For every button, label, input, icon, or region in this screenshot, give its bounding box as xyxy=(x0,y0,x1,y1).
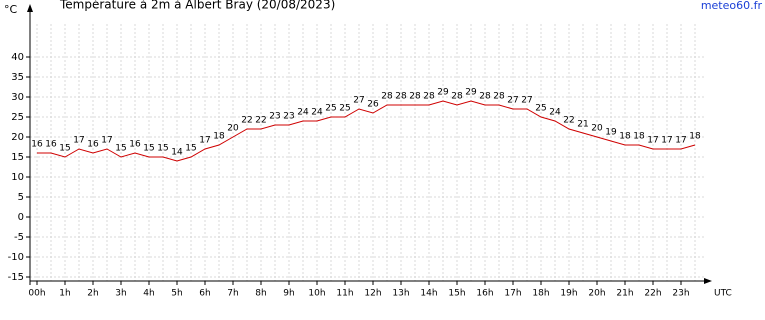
value-label: 27 xyxy=(507,96,518,106)
value-label: 28 xyxy=(423,92,435,102)
value-label: 15 xyxy=(143,144,154,154)
x-tick-label: 16h xyxy=(476,289,493,299)
value-label: 28 xyxy=(409,92,421,102)
value-label: 21 xyxy=(577,120,588,130)
x-axis-label: UTC xyxy=(714,289,732,299)
y-tick-label: 35 xyxy=(11,72,24,83)
x-tick-label: 22h xyxy=(644,289,661,299)
y-tick-label: 5 xyxy=(18,192,24,203)
value-label: 17 xyxy=(647,136,658,146)
value-label: 27 xyxy=(353,96,364,106)
x-tick-label: 19h xyxy=(560,289,577,299)
y-tick-label: 10 xyxy=(11,172,24,183)
y-tick-label: -15 xyxy=(8,272,24,283)
x-tick-label: 00h xyxy=(28,289,45,299)
x-tick-label: 17h xyxy=(504,289,521,299)
value-label: 28 xyxy=(395,92,407,102)
y-tick-label: 30 xyxy=(11,92,24,103)
value-label: 19 xyxy=(605,128,617,138)
value-label: 17 xyxy=(675,136,686,146)
value-label: 15 xyxy=(185,144,196,154)
x-tick-label: 3h xyxy=(115,289,126,299)
value-label: 28 xyxy=(381,92,393,102)
value-label: 24 xyxy=(549,108,561,118)
value-label: 17 xyxy=(73,136,84,146)
value-label: 18 xyxy=(633,132,645,142)
value-label: 25 xyxy=(535,104,546,114)
chart-title: Température à 2m à Albert Bray (20/08/20… xyxy=(59,0,335,12)
x-tick-label: 23h xyxy=(672,289,689,299)
value-label: 17 xyxy=(199,136,210,146)
value-label: 18 xyxy=(619,132,631,142)
value-label: 16 xyxy=(45,140,57,150)
y-tick-label: 40 xyxy=(11,52,24,63)
y-tick-label: 15 xyxy=(11,152,24,163)
value-label: 16 xyxy=(129,140,141,150)
source-link[interactable]: meteo60.fr xyxy=(701,0,763,12)
x-tick-label: 8h xyxy=(255,289,266,299)
value-label: 17 xyxy=(661,136,672,146)
value-label: 16 xyxy=(87,140,99,150)
value-label: 23 xyxy=(283,112,294,122)
value-label: 29 xyxy=(465,88,477,98)
temperature-line xyxy=(37,100,696,162)
value-label: 20 xyxy=(227,124,239,134)
x-tick-label: 20h xyxy=(588,289,605,299)
value-label: 14 xyxy=(171,148,183,158)
y-axis-label: °C xyxy=(4,3,18,16)
x-tick-label: 14h xyxy=(420,289,437,299)
value-label: 28 xyxy=(479,92,491,102)
value-label: 18 xyxy=(213,132,225,142)
value-label: 16 xyxy=(31,140,43,150)
y-tick-label: 0 xyxy=(18,212,24,223)
x-tick-label: 7h xyxy=(227,289,238,299)
x-tick-label: 11h xyxy=(336,289,353,299)
y-axis-arrow xyxy=(27,4,33,12)
value-label: 22 xyxy=(563,116,574,126)
x-tick-label: 12h xyxy=(364,289,381,299)
value-label: 15 xyxy=(59,144,70,154)
value-label: 20 xyxy=(591,124,603,134)
x-tick-label: 5h xyxy=(171,289,182,299)
x-tick-label: 21h xyxy=(616,289,633,299)
value-label: 27 xyxy=(521,96,532,106)
value-label: 29 xyxy=(437,88,449,98)
value-label: 28 xyxy=(493,92,505,102)
value-label: 22 xyxy=(241,116,252,126)
value-label: 25 xyxy=(339,104,350,114)
y-tick-label: -5 xyxy=(14,232,24,243)
value-label: 15 xyxy=(115,144,126,154)
x-tick-label: 10h xyxy=(308,289,325,299)
value-label: 15 xyxy=(157,144,168,154)
x-tick-label: 2h xyxy=(87,289,98,299)
value-label: 28 xyxy=(451,92,463,102)
value-label: 25 xyxy=(325,104,336,114)
x-tick-label: 4h xyxy=(143,289,154,299)
value-label: 23 xyxy=(269,112,280,122)
x-tick-label: 9h xyxy=(283,289,294,299)
y-tick-label: -10 xyxy=(8,252,24,263)
value-label: 18 xyxy=(689,132,701,142)
x-tick-label: 6h xyxy=(199,289,210,299)
x-tick-label: 1h xyxy=(59,289,70,299)
y-tick-label: 25 xyxy=(11,112,24,123)
x-tick-label: 13h xyxy=(392,289,409,299)
plot-area: -15 -10 -5 0 5 10 15 20 25 30 35 40 00h 1h 2h 3h 4h 5h 6h 7… xyxy=(8,24,705,299)
x-tick-label: 15h xyxy=(448,289,465,299)
value-label: 26 xyxy=(367,100,379,110)
value-label: 24 xyxy=(311,108,323,118)
x-axis-arrow xyxy=(704,278,712,284)
value-label: 24 xyxy=(297,108,309,118)
value-label: 22 xyxy=(255,116,266,126)
x-tick-label: 18h xyxy=(532,289,549,299)
y-tick-label: 20 xyxy=(11,132,24,143)
value-label: 17 xyxy=(101,136,112,146)
